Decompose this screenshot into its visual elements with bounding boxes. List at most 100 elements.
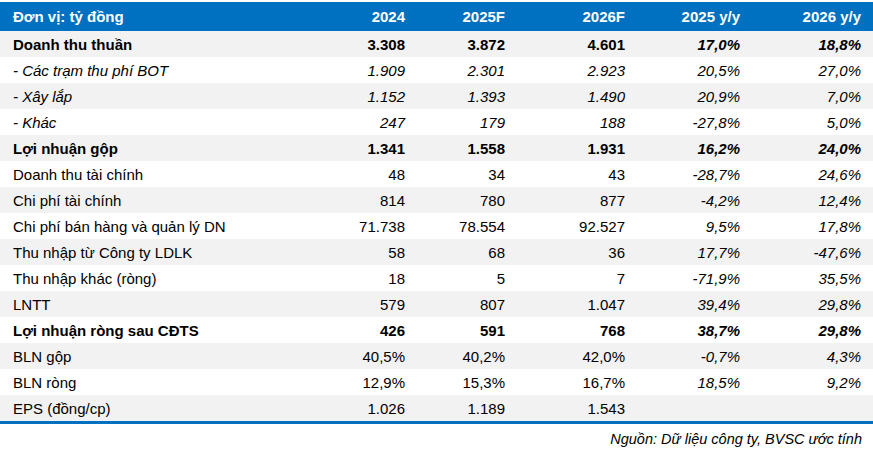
value-cell: 18 (320, 265, 417, 291)
column-header-2026f: 2026F (517, 2, 637, 31)
value-cell: 15,3% (417, 369, 517, 395)
table-row: Lợi nhuận gộp1.3411.5581.93116,2%24,0% (0, 135, 873, 161)
value-cell: -71,9% (637, 265, 752, 291)
value-cell: 1.026 (320, 395, 417, 423)
value-cell: 9,2% (752, 369, 873, 395)
value-cell: 43 (517, 161, 637, 187)
value-cell: 3.872 (417, 31, 517, 57)
value-cell: 16,7% (517, 369, 637, 395)
value-cell: 7,0% (752, 83, 873, 109)
table-row: Doanh thu tài chính483443-28,7%24,6% (0, 161, 873, 187)
table-header-row: Đơn vị: tỷ đồng 2024 2025F 2026F 2025 y/… (0, 2, 873, 31)
value-cell: 38,7% (637, 317, 752, 343)
value-cell: 4,3% (752, 343, 873, 369)
value-cell: 17,0% (637, 31, 752, 57)
table-row: Chi phí tài chính814780877-4,2%12,4% (0, 187, 873, 213)
table-row: - Xây lắp1.1521.3931.49020,9%7,0% (0, 83, 873, 109)
financial-forecast-table: Đơn vị: tỷ đồng 2024 2025F 2026F 2025 y/… (0, 2, 873, 424)
value-cell: 12,4% (752, 187, 873, 213)
value-cell: 42,0% (517, 343, 637, 369)
value-cell: 71.738 (320, 213, 417, 239)
value-cell: 188 (517, 109, 637, 135)
value-cell: 29,8% (752, 291, 873, 317)
value-cell: 39,4% (637, 291, 752, 317)
value-cell: 179 (417, 109, 517, 135)
table-row: Chi phí bán hàng và quản lý DN71.73878.5… (0, 213, 873, 239)
value-cell: 2.301 (417, 57, 517, 83)
column-header-2024: 2024 (320, 2, 417, 31)
value-cell: 4.601 (517, 31, 637, 57)
row-label-cell: BLN ròng (0, 369, 320, 395)
value-cell: 12,9% (320, 369, 417, 395)
value-cell: 3.308 (320, 31, 417, 57)
row-label-cell: - Khác (0, 109, 320, 135)
value-cell: 5,0% (752, 109, 873, 135)
value-cell: 247 (320, 109, 417, 135)
value-cell: 1.558 (417, 135, 517, 161)
value-cell: 7 (517, 265, 637, 291)
row-label-cell: Lợi nhuận ròng sau CĐTS (0, 317, 320, 343)
value-cell: 1.152 (320, 83, 417, 109)
value-cell: 40,2% (417, 343, 517, 369)
value-cell: 1.189 (417, 395, 517, 423)
column-header-2025yoy: 2025 y/y (637, 2, 752, 31)
value-cell: 1.543 (517, 395, 637, 423)
value-cell: 24,0% (752, 135, 873, 161)
value-cell: 68 (417, 239, 517, 265)
row-label-cell: Doanh thu thuần (0, 31, 320, 57)
table-row: BLN gộp40,5%40,2%42,0%-0,7%4,3% (0, 343, 873, 369)
column-header-2025f: 2025F (417, 2, 517, 31)
value-cell: 92.527 (517, 213, 637, 239)
value-cell: 1.047 (517, 291, 637, 317)
value-cell: 877 (517, 187, 637, 213)
value-cell: 768 (517, 317, 637, 343)
value-cell: 17,7% (637, 239, 752, 265)
row-label-cell: EPS (đồng/cp) (0, 395, 320, 423)
value-cell: 78.554 (417, 213, 517, 239)
column-header-2026yoy: 2026 y/y (752, 2, 873, 31)
value-cell: 807 (417, 291, 517, 317)
value-cell: 814 (320, 187, 417, 213)
value-cell: 780 (417, 187, 517, 213)
table-row: - Khác247179188-27,8%5,0% (0, 109, 873, 135)
table-row: Lợi nhuận ròng sau CĐTS42659176838,7%29,… (0, 317, 873, 343)
row-label-cell: - Các trạm thu phí BOT (0, 57, 320, 83)
value-cell: -27,8% (637, 109, 752, 135)
value-cell: 2.923 (517, 57, 637, 83)
value-cell: 9,5% (637, 213, 752, 239)
value-cell: 58 (320, 239, 417, 265)
value-cell: 1.909 (320, 57, 417, 83)
row-label-cell: Doanh thu tài chính (0, 161, 320, 187)
value-cell: 36 (517, 239, 637, 265)
value-cell: 27,0% (752, 57, 873, 83)
row-label-cell: Thu nhập khác (ròng) (0, 265, 320, 291)
table-row: BLN ròng12,9%15,3%16,7%18,5%9,2% (0, 369, 873, 395)
value-cell: -4,2% (637, 187, 752, 213)
value-cell: 426 (320, 317, 417, 343)
value-cell: 1.931 (517, 135, 637, 161)
table-row: Thu nhập khác (ròng)1857-71,9%35,5% (0, 265, 873, 291)
row-label-cell: BLN gộp (0, 343, 320, 369)
value-cell: 34 (417, 161, 517, 187)
row-label-cell: Chi phí bán hàng và quản lý DN (0, 213, 320, 239)
value-cell: 5 (417, 265, 517, 291)
value-cell: 20,5% (637, 57, 752, 83)
row-label-cell: Lợi nhuận gộp (0, 135, 320, 161)
source-note: Nguồn: Dữ liệu công ty, BVSC ước tính (0, 431, 873, 447)
table-row: LNTT5798071.04739,4%29,8% (0, 291, 873, 317)
value-cell (752, 395, 873, 423)
value-cell: 48 (320, 161, 417, 187)
value-cell: 579 (320, 291, 417, 317)
row-label-cell: Thu nhập từ Công ty LDLK (0, 239, 320, 265)
value-cell: 24,6% (752, 161, 873, 187)
table-row: Thu nhập từ Công ty LDLK58683617,7%-47,6… (0, 239, 873, 265)
table-row: Doanh thu thuần3.3083.8724.60117,0%18,8% (0, 31, 873, 57)
value-cell: 40,5% (320, 343, 417, 369)
financial-forecast-table-container: Đơn vị: tỷ đồng 2024 2025F 2026F 2025 y/… (0, 0, 873, 447)
value-cell: 18,8% (752, 31, 873, 57)
table-row: EPS (đồng/cp)1.0261.1891.543 (0, 395, 873, 423)
value-cell: 591 (417, 317, 517, 343)
row-label-cell: LNTT (0, 291, 320, 317)
value-cell: 29,8% (752, 317, 873, 343)
value-cell: -0,7% (637, 343, 752, 369)
